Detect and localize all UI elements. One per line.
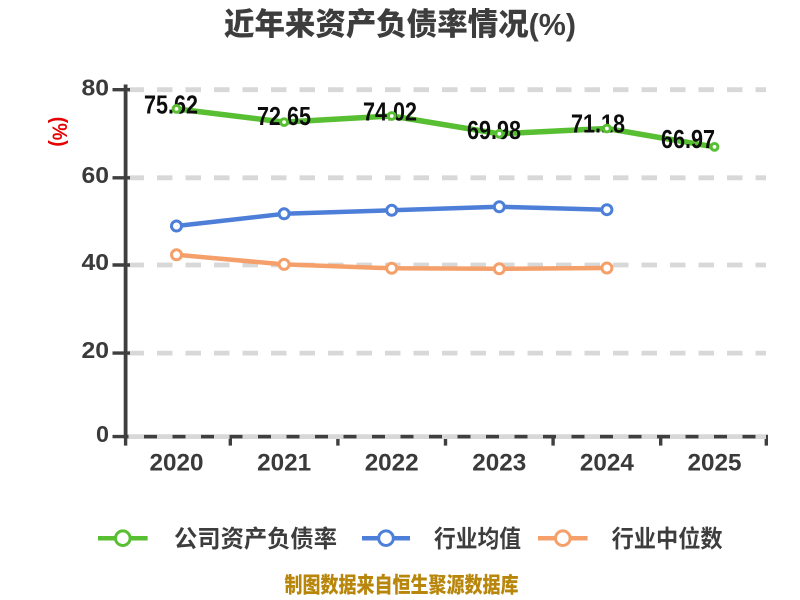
svg-text:2021: 2021 (257, 450, 311, 477)
svg-text:75.62: 75.62 (144, 90, 198, 120)
svg-text:近年来资产负债率情况(%): 近年来资产负债率情况(%) (224, 7, 576, 42)
svg-text:80: 80 (82, 74, 110, 100)
svg-text:2022: 2022 (365, 450, 419, 477)
svg-text:公司资产负债率: 公司资产负债率 (174, 526, 337, 553)
svg-text:69.98: 69.98 (467, 115, 521, 145)
svg-text:(%): (%) (47, 117, 71, 147)
svg-text:20: 20 (82, 337, 110, 363)
svg-text:71.18: 71.18 (571, 109, 625, 139)
svg-text:0: 0 (96, 421, 109, 447)
svg-text:60: 60 (82, 162, 110, 188)
svg-text:制图数据来自恒生聚源数据库: 制图数据来自恒生聚源数据库 (285, 573, 519, 598)
svg-text:2020: 2020 (150, 450, 204, 477)
svg-text:行业均值: 行业均值 (434, 526, 521, 553)
svg-text:2025: 2025 (688, 450, 742, 477)
svg-text:行业中位数: 行业中位数 (612, 525, 723, 553)
svg-text:66.97: 66.97 (661, 124, 715, 154)
svg-text:2023: 2023 (472, 450, 526, 477)
svg-text:40: 40 (82, 249, 110, 275)
svg-text:2024: 2024 (580, 450, 634, 477)
